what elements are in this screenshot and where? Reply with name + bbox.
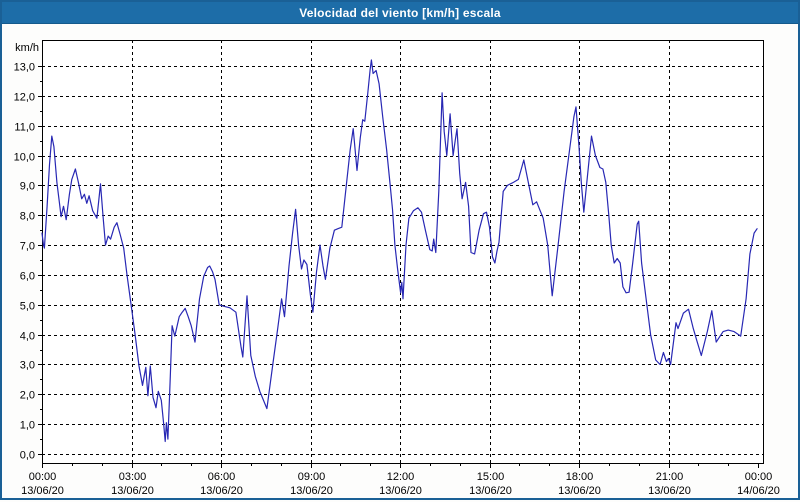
x-tick-date-label: 13/06/20 [290,485,333,497]
plot-border [42,40,764,464]
x-tick-time-label: 21:00 [656,471,684,483]
y-axis-unit-label: km/h [15,42,39,54]
x-tick-date-label: 13/06/20 [21,485,64,497]
axis-labels: 13,0 12,0 11,0 10,0 9,0 8,0 7,0 6,0 5,0 4,0 3,0 2,0… [14,42,780,497]
axes [38,40,764,468]
x-tick-date-label: 13/06/20 [558,485,601,497]
y-tick-label: 0,0 [20,450,35,462]
x-tick-date-label: 14/06/20 [737,485,780,497]
y-tick-label: 9,0 [20,181,35,193]
y-tick-label: 10,0 [14,152,35,164]
x-tick-time-label: 18:00 [566,471,594,483]
y-tick-label: 13,0 [14,62,35,74]
x-tick-time-label: 03:00 [119,471,147,483]
x-tick-time-label: 15:00 [477,471,505,483]
x-tick-date-label: 13/06/20 [379,485,422,497]
x-tick-date-label: 13/06/20 [469,485,512,497]
y-tick-label: 8,0 [20,211,35,223]
plot-area [42,40,763,463]
y-tick-label: 7,0 [20,241,35,253]
x-tick-date-label: 13/06/20 [648,485,691,497]
chart-title: Velocidad del viento [km/h] escala [299,5,501,20]
x-tick-time-label: 09:00 [298,471,326,483]
y-tick-label: 2,0 [20,390,35,402]
x-tick-date-label: 13/06/20 [111,485,154,497]
y-tick-label: 6,0 [20,271,35,283]
gridlines [42,40,763,463]
x-tick-time-label: 00:00 [29,471,57,483]
x-tick-time-label: 12:00 [387,471,415,483]
x-tick-time-label: 00:00 [745,471,773,483]
y-tick-label: 12,0 [14,92,35,104]
y-tick-label: 11,0 [14,122,35,134]
y-tick-label: 1,0 [20,420,35,432]
y-tick-label: 5,0 [20,301,35,313]
chart-title-bar: Velocidad del viento [km/h] escala [2,2,798,24]
y-tick-label: 4,0 [20,331,35,343]
wind-speed-line [41,59,758,443]
x-tick-date-label: 13/06/20 [200,485,243,497]
y-tick-label: 3,0 [20,360,35,372]
x-tick-time-label: 06:00 [208,471,236,483]
